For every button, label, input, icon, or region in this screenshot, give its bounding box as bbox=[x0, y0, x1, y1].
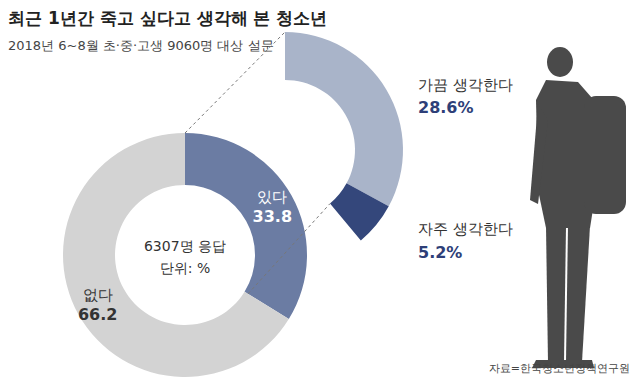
breakdown-ring bbox=[285, 32, 403, 240]
silhouette-leg bbox=[546, 226, 566, 362]
title: 최근 1년간 죽고 싶다고 생각해 본 청소년 bbox=[8, 8, 327, 28]
chart-wrap: 최근 1년간 죽고 싶다고 생각해 본 청소년 2018년 6~8월 초·중·고생… bbox=[0, 0, 640, 380]
data-label: 5.2% bbox=[418, 243, 462, 262]
silhouette-head bbox=[547, 47, 573, 77]
silhouette-arm bbox=[530, 104, 548, 204]
donut-slice bbox=[185, 133, 307, 319]
breakdown-label: 가끔 생각한다 bbox=[418, 76, 513, 94]
subtitle: 2018년 6~8월 초·중·고생 9060명 대상 설문 bbox=[8, 38, 274, 53]
slice-label: 있다 bbox=[257, 188, 287, 206]
donut bbox=[63, 133, 307, 377]
silhouette-backpack bbox=[584, 96, 626, 214]
data-label: 28.6% bbox=[418, 98, 474, 117]
breakdown-label: 자주 생각한다 bbox=[418, 220, 513, 238]
silhouette-leg bbox=[566, 226, 590, 362]
data-label: 66.2 bbox=[78, 305, 117, 324]
center-text: 6307명 응답 bbox=[144, 238, 226, 254]
source: 자료=한국청소년정책연구원 bbox=[489, 362, 630, 375]
center-text: 단위: % bbox=[160, 260, 210, 276]
data-label: 33.8 bbox=[253, 207, 292, 226]
slice-label: 없다 bbox=[83, 286, 113, 304]
chart: 최근 1년간 죽고 싶다고 생각해 본 청소년 2018년 6~8월 초·중·고생… bbox=[0, 0, 640, 380]
breakdown-slice bbox=[285, 32, 403, 206]
connector bbox=[185, 32, 285, 133]
breakdown-slice bbox=[330, 183, 389, 240]
silhouette bbox=[530, 47, 626, 368]
donut-slice bbox=[63, 133, 289, 377]
connector bbox=[248, 204, 330, 294]
